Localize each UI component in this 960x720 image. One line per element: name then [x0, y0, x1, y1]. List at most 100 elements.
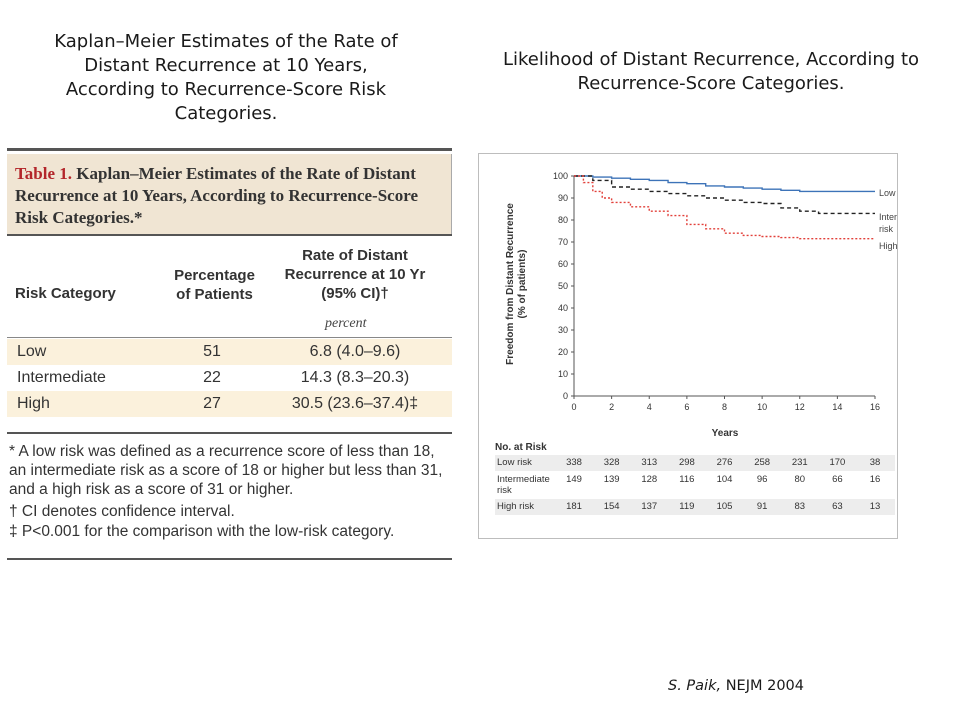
- citation: S. Paik, NEJM 2004: [668, 678, 804, 694]
- unit-label: percent: [325, 316, 367, 331]
- table-row: Intermediate 22 14.3 (8.3–20.3): [7, 365, 452, 391]
- at-risk-count: 16: [869, 474, 881, 485]
- at-risk-table: No. at Risk Low risk 338 328 313 298 276 258 23…: [495, 442, 895, 516]
- at-risk-count: 276: [716, 457, 733, 468]
- at-risk-count: 258: [754, 457, 771, 468]
- at-risk-count: 154: [603, 501, 620, 512]
- at-risk-count: 298: [678, 457, 695, 468]
- at-risk-count: 231: [791, 457, 808, 468]
- at-risk-count: 170: [829, 457, 846, 468]
- right-heading: Likelihood of Distant Recurrence, Accord…: [502, 49, 920, 94]
- at-risk-group-label: Intermediate risk: [497, 474, 550, 496]
- cell-percentage: 27: [203, 395, 221, 412]
- km-series-intermediate-risk: [574, 175, 875, 215]
- col-head-rate: Rate of Distant Recurrence at 10 Yr (95%…: [284, 247, 426, 302]
- at-risk-count: 181: [566, 501, 582, 512]
- table-header-rule: [7, 234, 452, 236]
- x-tick-label: 12: [795, 402, 805, 412]
- at-risk-count: 13: [869, 501, 881, 512]
- at-risk-count: 119: [679, 501, 695, 512]
- footnote-definition: * A low risk was defined as a recurrence…: [9, 443, 443, 498]
- at-risk-group-label: Low risk: [497, 457, 532, 468]
- y-tick-label: 100: [553, 171, 568, 181]
- x-tick-label: 16: [870, 402, 880, 412]
- km-series-high-risk: [574, 175, 875, 240]
- x-tick-label: 6: [684, 402, 689, 412]
- table-title: Table 1. Kaplan–Meier Estimates of the R…: [15, 163, 435, 229]
- citation-author: S. Paik,: [668, 678, 722, 694]
- x-tick-label: 2: [609, 402, 614, 412]
- cell-rate: 14.3 (8.3–20.3): [300, 369, 410, 386]
- x-axis-title: Years: [712, 428, 739, 439]
- table-row: High 27 30.5 (23.6–37.4)‡: [7, 391, 452, 417]
- legend-low-risk: Low risk: [879, 188, 897, 198]
- col-head-category: Risk Category: [15, 285, 116, 302]
- table-header: Table 1. Kaplan–Meier Estimates of the R…: [7, 154, 452, 234]
- footnote-pvalue: ‡ P<0.001 for the comparison with the lo…: [9, 523, 395, 540]
- table-panel: Table 1. Kaplan–Meier Estimates of the R…: [7, 148, 452, 563]
- col-head-percentage: Percentage of Patients: [174, 267, 255, 303]
- at-risk-group-label: High risk: [497, 501, 534, 512]
- legend-intermediate-risk-line2: risk: [879, 224, 893, 234]
- y-tick-label: 70: [558, 237, 568, 247]
- table-row: Low 51 6.8 (4.0–9.6): [7, 339, 452, 365]
- at-risk-count: 38: [869, 457, 881, 468]
- at-risk-title: No. at Risk: [495, 442, 547, 453]
- at-risk-count: 338: [566, 457, 582, 468]
- at-risk-count: 96: [756, 474, 768, 485]
- at-risk-count: 328: [603, 457, 620, 468]
- at-risk-row-low: Low risk 338 328 313 298 276 258 231 170 38: [495, 455, 895, 471]
- at-risk-count: 116: [679, 474, 695, 485]
- at-risk-count: 149: [566, 474, 582, 485]
- table-top-rule: [7, 148, 452, 151]
- y-tick-label: 20: [558, 347, 568, 357]
- x-tick-label: 4: [647, 402, 652, 412]
- table-title-text: Kaplan–Meier Estimates of the Rate of Di…: [15, 164, 418, 227]
- at-risk-count: 104: [716, 474, 733, 485]
- citation-source: NEJM 2004: [725, 678, 805, 694]
- y-tick-label: 80: [558, 215, 568, 225]
- km-figure-panel: 0 10 20 30 40 50 60 70 80 90 100 0 2 4 6 8 10 12 14 16 Free…: [478, 153, 898, 539]
- x-tick-label: 10: [757, 402, 767, 412]
- y-tick-label: 10: [558, 369, 568, 379]
- y-tick-label: 40: [558, 303, 568, 313]
- at-risk-count: 137: [641, 501, 658, 512]
- cell-category: Intermediate: [17, 369, 106, 386]
- at-risk-count: 313: [641, 457, 658, 468]
- at-risk-count: 63: [832, 501, 843, 512]
- table-label: Table 1.: [15, 164, 73, 183]
- at-risk-count: 105: [716, 501, 733, 512]
- cell-rate: 30.5 (23.6–37.4)‡: [291, 395, 419, 412]
- y-tick-label: 0: [563, 391, 568, 401]
- km-series-low-risk: [574, 175, 875, 193]
- legend-intermediate-risk: Intermediate: [879, 212, 897, 222]
- legend-high-risk: High risk: [879, 241, 897, 251]
- at-risk-count: 91: [756, 501, 768, 512]
- table-units-rule: [7, 337, 452, 338]
- y-tick-label: 50: [558, 281, 568, 291]
- at-risk-count: 80: [794, 474, 806, 485]
- at-risk-count: 128: [641, 474, 658, 485]
- x-tick-label: 8: [722, 402, 727, 412]
- at-risk-count: 66: [832, 474, 843, 485]
- left-heading: Kaplan–Meier Estimates of the Rate of Di…: [54, 31, 398, 124]
- table-bottom-rule: [7, 432, 452, 434]
- cell-percentage: 51: [203, 343, 221, 360]
- table-end-rule: [7, 558, 452, 560]
- cell-percentage: 22: [203, 369, 221, 386]
- at-risk-count: 139: [603, 474, 620, 485]
- y-tick-label: 60: [558, 259, 568, 269]
- footnote-ci: † CI denotes confidence interval.: [9, 503, 235, 520]
- km-chart: 0 10 20 30 40 50 60 70 80 90 100 0 2 4 6 8 10 12 14 16 Free…: [505, 171, 897, 439]
- at-risk-row-intermediate: Intermediate risk 149 139 128 116 104 96 80 66 16: [495, 472, 895, 498]
- cell-rate: 6.8 (4.0–9.6): [309, 343, 401, 360]
- y-tick-label: 90: [558, 193, 568, 203]
- y-axis-subtitle: (% of patients): [517, 250, 528, 319]
- at-risk-count: 83: [794, 501, 806, 512]
- y-tick-label: 30: [558, 325, 568, 335]
- cell-category: Low: [17, 343, 47, 360]
- y-axis-title: Freedom from Distant Recurrence: [505, 203, 516, 365]
- cell-category: High: [17, 395, 50, 412]
- x-tick-label: 14: [832, 402, 842, 412]
- x-tick-label: 0: [571, 402, 576, 412]
